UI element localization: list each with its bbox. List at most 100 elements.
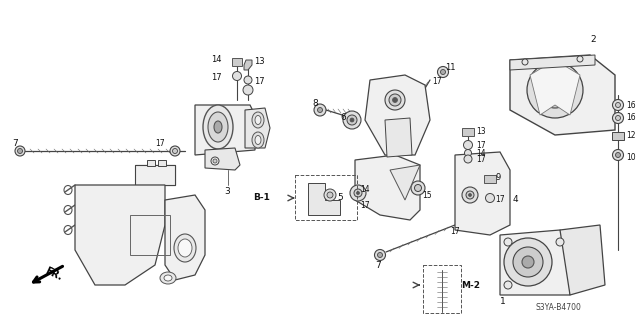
Text: 17: 17 [495, 196, 504, 204]
Ellipse shape [164, 275, 172, 281]
Circle shape [462, 187, 478, 203]
Circle shape [465, 150, 472, 157]
Circle shape [392, 98, 397, 102]
Bar [423, 265, 461, 313]
Bar [147, 160, 155, 166]
Circle shape [354, 189, 362, 197]
Circle shape [350, 118, 354, 122]
Text: 17: 17 [476, 140, 486, 150]
Ellipse shape [255, 115, 261, 124]
Circle shape [343, 111, 361, 129]
Circle shape [213, 159, 217, 163]
Text: M-2: M-2 [461, 280, 480, 290]
Text: 11: 11 [445, 63, 456, 71]
Text: B-1: B-1 [253, 194, 270, 203]
Circle shape [389, 94, 401, 106]
Circle shape [374, 249, 385, 261]
Bar [130, 215, 170, 255]
Circle shape [527, 62, 583, 118]
Circle shape [15, 146, 25, 156]
Text: 8: 8 [312, 99, 317, 108]
Text: 13: 13 [254, 57, 264, 66]
Text: 16: 16 [626, 100, 636, 109]
Text: 6: 6 [340, 114, 346, 122]
Circle shape [464, 155, 472, 163]
Circle shape [327, 192, 333, 198]
Bar [158, 160, 166, 166]
Text: 1: 1 [500, 298, 506, 307]
Circle shape [314, 104, 326, 116]
Ellipse shape [203, 105, 233, 149]
Circle shape [170, 146, 180, 156]
Circle shape [466, 191, 474, 199]
Circle shape [504, 238, 512, 246]
Text: 10: 10 [626, 153, 636, 162]
Circle shape [504, 238, 552, 286]
Circle shape [468, 194, 472, 197]
Polygon shape [385, 118, 412, 157]
Circle shape [537, 72, 573, 108]
Text: 17: 17 [155, 138, 164, 147]
Ellipse shape [252, 112, 264, 128]
Polygon shape [500, 230, 570, 295]
Polygon shape [390, 165, 420, 200]
Polygon shape [195, 105, 255, 155]
Circle shape [415, 184, 422, 191]
Circle shape [324, 189, 336, 201]
Text: 17: 17 [450, 227, 460, 236]
Polygon shape [165, 195, 205, 280]
Circle shape [556, 238, 564, 246]
Ellipse shape [174, 234, 196, 262]
Ellipse shape [178, 239, 192, 257]
Text: 5: 5 [337, 194, 343, 203]
Text: 3: 3 [224, 188, 230, 197]
Circle shape [548, 83, 562, 97]
Circle shape [378, 253, 383, 257]
Polygon shape [205, 148, 240, 170]
Polygon shape [308, 183, 340, 215]
Circle shape [513, 247, 543, 277]
Circle shape [243, 85, 253, 95]
Circle shape [347, 115, 357, 125]
Ellipse shape [255, 136, 261, 145]
Polygon shape [612, 132, 624, 140]
Circle shape [504, 281, 512, 289]
Circle shape [440, 70, 445, 75]
Circle shape [438, 66, 449, 78]
Circle shape [211, 157, 219, 165]
Polygon shape [530, 60, 580, 115]
Text: 12: 12 [626, 131, 636, 140]
Text: 17: 17 [360, 201, 370, 210]
Text: 4: 4 [513, 196, 518, 204]
Polygon shape [244, 60, 252, 70]
Circle shape [173, 149, 177, 153]
Text: 14: 14 [360, 186, 370, 195]
Circle shape [411, 181, 425, 195]
Text: S3YA-B4700: S3YA-B4700 [535, 303, 581, 313]
Text: 17: 17 [476, 155, 486, 165]
Text: 7: 7 [375, 261, 381, 270]
Circle shape [612, 150, 623, 160]
Polygon shape [355, 155, 420, 220]
Text: 17: 17 [254, 78, 264, 86]
Polygon shape [245, 108, 270, 148]
Circle shape [616, 152, 621, 158]
Text: 7: 7 [12, 138, 18, 147]
Bar [462, 128, 474, 136]
Circle shape [463, 140, 472, 150]
Text: 16: 16 [626, 114, 636, 122]
Circle shape [616, 102, 621, 108]
Text: 14: 14 [211, 56, 222, 64]
Text: 2: 2 [590, 35, 596, 44]
Circle shape [616, 115, 621, 121]
Ellipse shape [252, 132, 264, 148]
Bar [484, 175, 496, 183]
Polygon shape [510, 55, 595, 70]
Circle shape [350, 185, 366, 201]
Bar [295, 175, 357, 220]
Circle shape [317, 108, 323, 113]
Circle shape [612, 100, 623, 110]
Bar [232, 58, 242, 66]
Ellipse shape [160, 272, 176, 284]
Circle shape [612, 113, 623, 123]
